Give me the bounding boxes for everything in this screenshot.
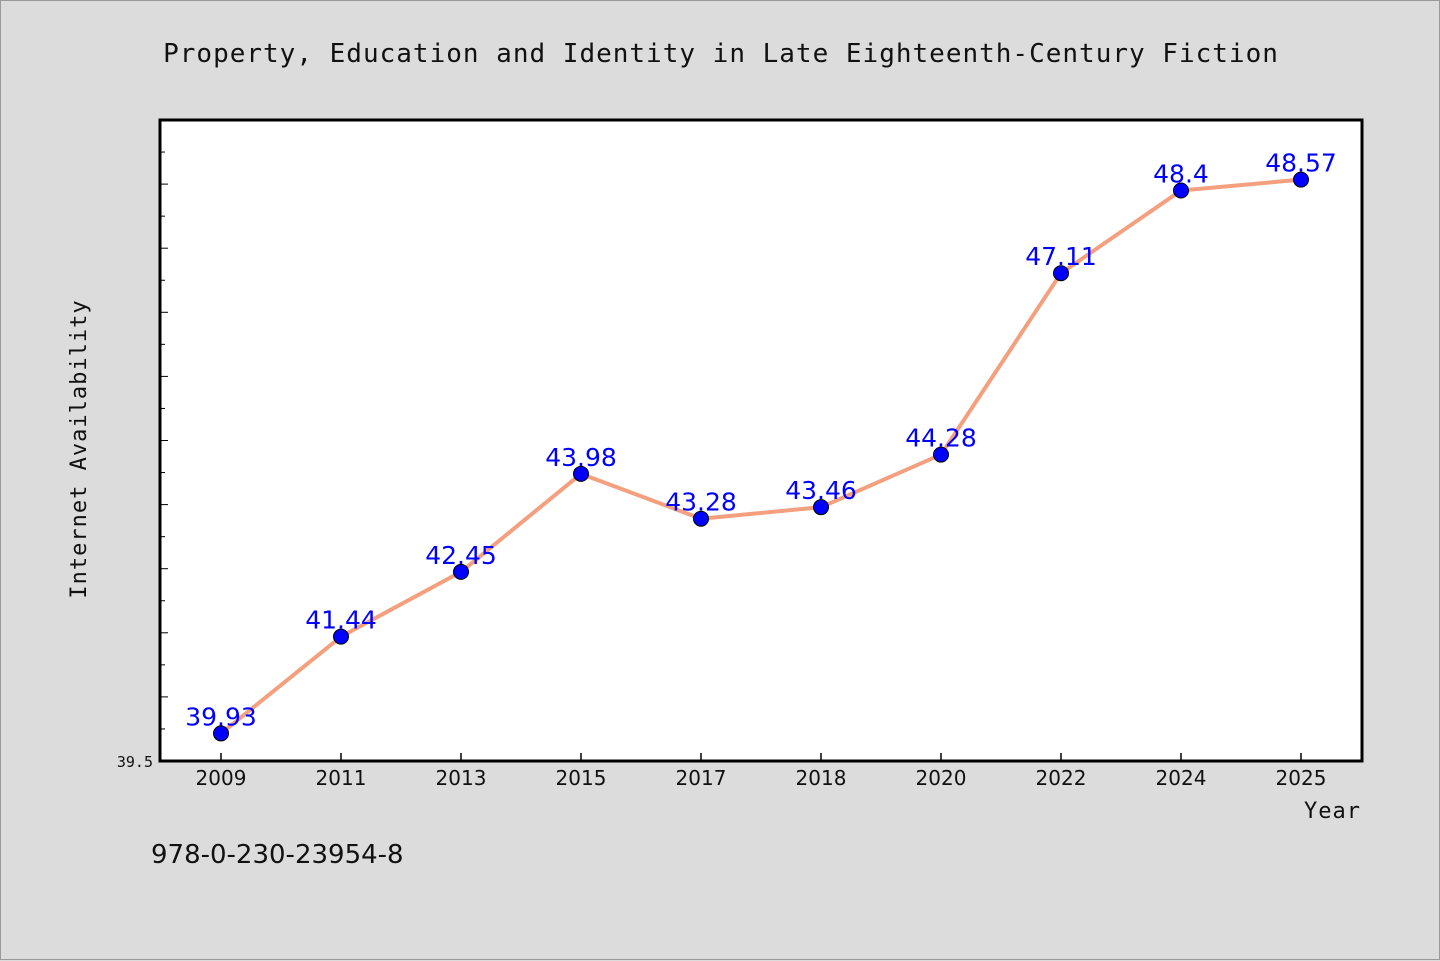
x-tick-label: 2025 <box>1276 766 1327 790</box>
data-label: 48.4 <box>1153 160 1209 189</box>
y-axis-ticks <box>160 151 168 730</box>
data-point <box>333 628 349 645</box>
data-label: 48.57 <box>1265 149 1337 178</box>
data-point <box>693 510 709 527</box>
y-axis-min-label: 39.5 <box>117 753 153 771</box>
isbn-text: 978-0-230-23954-8 <box>151 840 404 870</box>
y-axis-label: Internet Availability <box>67 299 92 598</box>
x-tick-label: 2018 <box>796 766 847 790</box>
data-label: 44.28 <box>905 424 977 453</box>
data-label: 43.98 <box>545 443 617 472</box>
x-axis-tick-labels: 2009 2011 2013 2015 2017 2018 2020 2022 2024 2025 <box>196 766 1327 790</box>
x-tick-label: 2024 <box>1156 766 1207 790</box>
data-point <box>453 563 469 580</box>
x-tick-label: 2013 <box>436 766 487 790</box>
data-label: 43.46 <box>785 476 857 505</box>
x-axis-label: Year <box>1304 799 1361 824</box>
data-label: 47.11 <box>1025 242 1097 271</box>
data-point <box>933 446 949 463</box>
chart-title: Property, Education and Identity in Late… <box>163 39 1279 69</box>
series-group: 39.93 41.44 42.45 43.98 43.28 43.46 44.28 47.11… <box>185 149 1337 742</box>
data-point <box>1293 171 1309 188</box>
data-label: 42.45 <box>425 541 497 570</box>
data-label: 41.44 <box>305 606 377 635</box>
x-axis-ticks <box>220 753 1302 761</box>
x-tick-label: 2011 <box>316 766 367 790</box>
x-tick-label: 2009 <box>196 766 247 790</box>
series-line <box>219 177 1302 735</box>
data-point <box>213 725 229 742</box>
x-tick-label: 2020 <box>916 766 967 790</box>
x-tick-label: 2017 <box>676 766 727 790</box>
data-point <box>573 465 589 482</box>
data-label: 43.28 <box>665 488 737 517</box>
data-point <box>1053 265 1069 282</box>
data-label: 39.93 <box>185 702 257 731</box>
x-tick-label: 2022 <box>1036 766 1087 790</box>
data-point <box>813 499 829 516</box>
plot-area <box>158 118 1364 763</box>
data-point <box>1173 182 1189 199</box>
x-tick-label: 2015 <box>556 766 607 790</box>
